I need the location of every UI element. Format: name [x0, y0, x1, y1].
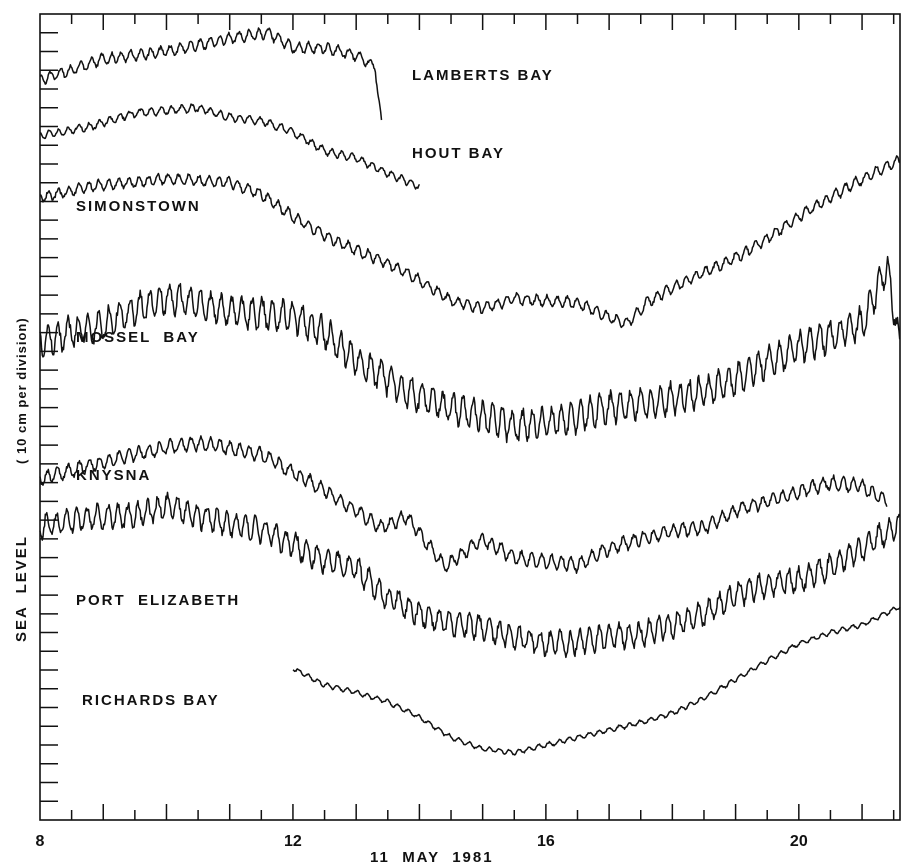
x-tick-label: 16 [537, 833, 555, 850]
label-hout-bay: HOUT BAY [412, 145, 505, 162]
series-lamberts-bay [39, 27, 383, 121]
plot-frame [39, 13, 901, 821]
x-tick-label: 20 [790, 833, 808, 850]
axis-ticks [40, 14, 895, 820]
series-knysna [39, 435, 888, 574]
series-mossel-bay [39, 255, 901, 444]
y-axis-label: SEA LEVEL [13, 535, 30, 642]
label-lamberts-bay: LAMBERTS BAY [412, 67, 554, 84]
x-tick-labels: 8 12 16 20 [36, 833, 808, 850]
label-knysna: KNYSNA [76, 467, 151, 484]
y-axis-unit: ( 10 cm per division) [14, 317, 29, 464]
label-simonstown: SIMONSTOWN [76, 198, 201, 215]
series-simonstown [40, 155, 901, 329]
y-axis-label-group: SEA LEVEL ( 10 cm per division) [13, 317, 30, 642]
label-port-elizabeth: PORT ELIZABETH [76, 592, 240, 609]
series-richards-bay [292, 606, 901, 756]
series-port-elizabeth [39, 491, 901, 659]
station-labels: LAMBERTS BAY HOUT BAY SIMONSTOWN MOSSEL … [76, 67, 554, 709]
series-traces [39, 27, 901, 756]
x-tick-label: 12 [284, 833, 302, 850]
x-tick-label: 8 [36, 833, 45, 850]
label-richards-bay: RICHARDS BAY [82, 692, 220, 709]
series-hout-bay [39, 103, 421, 190]
label-mossel-bay: MOSSEL BAY [76, 329, 200, 346]
x-axis-label: 11 MAY 1981 [370, 849, 494, 866]
